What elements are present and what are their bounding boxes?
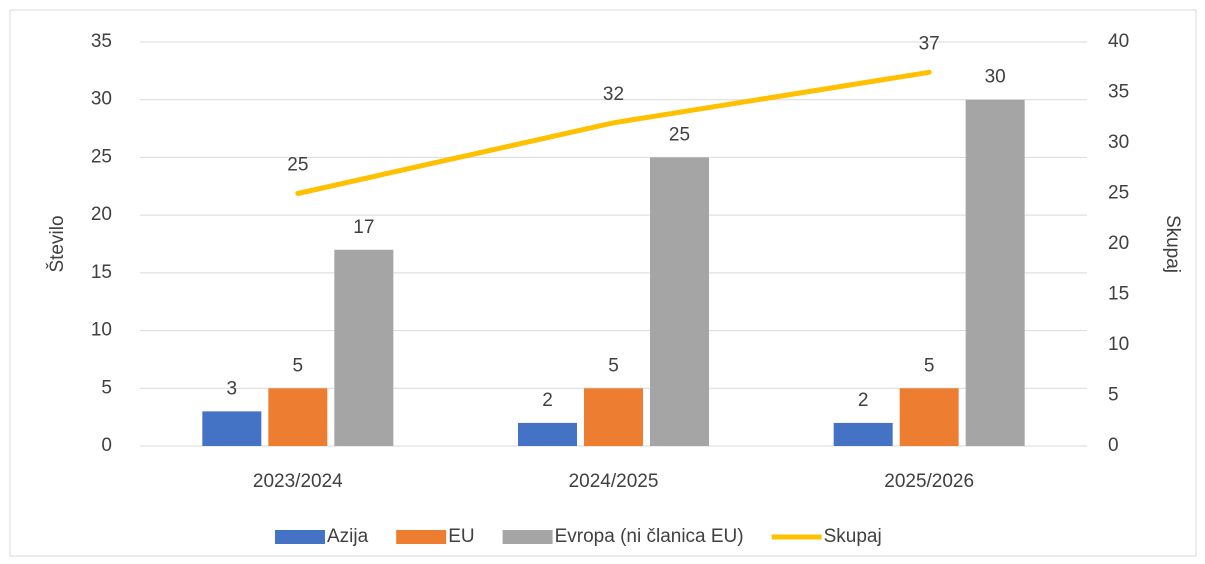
y-tick-label: 35 <box>91 31 112 52</box>
data-label: 2 <box>858 390 869 411</box>
y-tick-label: 10 <box>91 320 112 341</box>
y2-tick-label: 5 <box>1108 385 1119 406</box>
y-tick-label: 30 <box>91 89 112 110</box>
y2-axis-label: Skupaj <box>1162 215 1183 273</box>
y-tick-label: 25 <box>91 146 112 167</box>
bar <box>899 388 959 446</box>
legend-label: Azija <box>327 526 369 547</box>
bar <box>202 411 262 446</box>
legend-swatch <box>396 530 447 544</box>
data-label: 3 <box>227 378 238 399</box>
bar <box>965 99 1025 446</box>
data-label: 5 <box>924 355 935 376</box>
data-label: 25 <box>287 155 308 176</box>
y2-tick-label: 15 <box>1108 284 1129 305</box>
bar <box>334 249 394 446</box>
y2-tick-label: 20 <box>1108 233 1129 254</box>
y-tick-label: 20 <box>91 204 112 225</box>
data-label: 5 <box>608 355 619 376</box>
y2-tick-label: 0 <box>1108 435 1119 456</box>
y2-tick-label: 35 <box>1108 82 1129 103</box>
legend-swatch <box>275 530 325 544</box>
bar <box>650 157 709 446</box>
y2-tick-label: 10 <box>1108 334 1129 355</box>
y2-tick-label: 40 <box>1108 31 1129 52</box>
y-axis-label: Število <box>46 215 68 272</box>
x-tick-label: 2024/2025 <box>569 471 659 492</box>
line <box>295 69 932 196</box>
y2-tick-label: 30 <box>1108 132 1129 153</box>
data-label: 25 <box>669 124 690 145</box>
bar <box>833 422 893 446</box>
legend-label: EU <box>448 526 474 547</box>
data-label: 5 <box>293 355 304 376</box>
legend-label: Evropa (ni članica EU) <box>555 526 744 547</box>
bar <box>584 388 643 446</box>
legend-swatch <box>502 530 553 544</box>
legend-label: Skupaj <box>824 526 882 547</box>
y-tick-label: 15 <box>91 262 112 283</box>
y-tick-label: 0 <box>101 435 112 456</box>
data-label: 17 <box>353 217 374 238</box>
data-label: 32 <box>603 84 624 105</box>
data-label: 30 <box>985 67 1006 88</box>
data-label: 2 <box>542 390 553 411</box>
bar <box>268 388 328 446</box>
x-tick-label: 2025/2026 <box>884 471 974 492</box>
bar <box>518 422 577 446</box>
y-tick-label: 5 <box>101 377 112 398</box>
x-tick-label: 2023/2024 <box>253 471 343 492</box>
data-label: 37 <box>919 33 940 54</box>
y2-tick-label: 25 <box>1108 183 1129 204</box>
